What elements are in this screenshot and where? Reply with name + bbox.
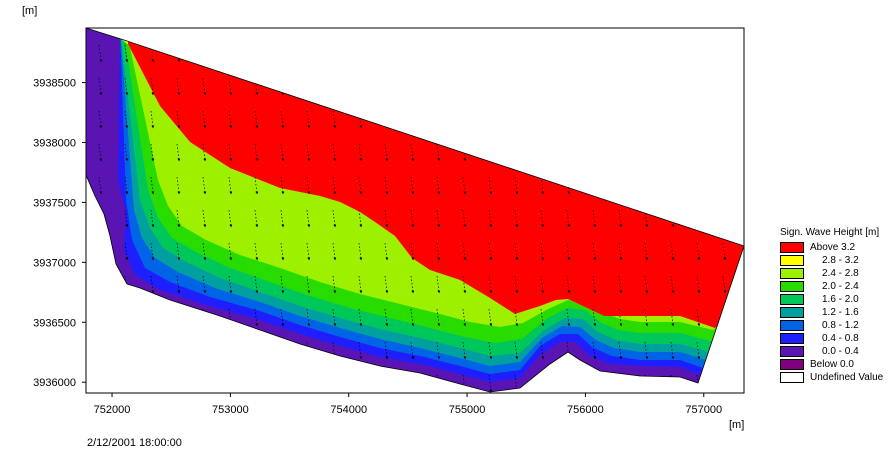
x-tick-label: 755000	[449, 404, 486, 416]
y-tick-label: 3936000	[33, 377, 76, 389]
legend-swatch	[780, 346, 804, 357]
x-tick-label: 754000	[330, 404, 367, 416]
y-tick-label: 3938500	[33, 78, 76, 90]
legend-label: 0.4 - 0.8	[822, 333, 859, 344]
wave-height-bands	[86, 28, 744, 392]
legend-swatch	[780, 359, 804, 370]
legend: Sign. Wave Height [m] Above 3.2 2.8 - 3.2…	[780, 227, 883, 384]
legend-label: 0.0 - 0.4	[822, 346, 859, 357]
legend-label: 2.4 - 2.8	[822, 268, 859, 279]
legend-label: 1.2 - 1.6	[822, 307, 859, 318]
x-axis-unit: [m]	[729, 419, 745, 431]
legend-entry: 2.0 - 2.4	[780, 280, 883, 293]
legend-label: 0.8 - 1.2	[822, 320, 859, 331]
legend-entry: Above 3.2	[780, 241, 883, 254]
legend-entry: 1.2 - 1.6	[780, 306, 883, 319]
legend-label: 2.8 - 3.2	[822, 255, 859, 266]
legend-entry: 2.8 - 3.2	[780, 254, 883, 267]
legend-swatch	[780, 255, 804, 266]
x-tick-label: 757000	[685, 404, 722, 416]
plot-frame	[85, 27, 745, 394]
legend-swatch	[780, 307, 804, 318]
legend-entry: 0.4 - 0.8	[780, 332, 883, 345]
legend-entry: 0.8 - 1.2	[780, 319, 883, 332]
x-tick-label: 756000	[567, 404, 604, 416]
legend-entry: 2.4 - 2.8	[780, 267, 883, 280]
legend-swatch	[780, 242, 804, 253]
y-tick-label: 3936500	[33, 317, 76, 329]
legend-entry: 0.0 - 0.4	[780, 345, 883, 358]
legend-swatch	[780, 333, 804, 344]
legend-swatch	[780, 320, 804, 331]
timestamp: 2/12/2001 18:00:00	[87, 437, 182, 449]
legend-swatch	[780, 294, 804, 305]
x-tick-label: 752000	[94, 404, 131, 416]
legend-entry: Below 0.0	[780, 358, 883, 371]
legend-label: 1.6 - 2.0	[822, 294, 859, 305]
y-tick-label: 3938000	[33, 137, 76, 149]
y-tick-label: 3937500	[33, 197, 76, 209]
y-tick-label: 3937000	[33, 257, 76, 269]
legend-entry: Undefined Value	[780, 371, 883, 384]
legend-label: Below 0.0	[810, 359, 854, 370]
legend-swatch	[780, 372, 804, 383]
legend-swatch	[780, 281, 804, 292]
legend-title: Sign. Wave Height [m]	[780, 227, 880, 238]
legend-label: Undefined Value	[810, 372, 884, 383]
legend-entry: 1.6 - 2.0	[780, 293, 883, 306]
legend-label: Above 3.2	[810, 242, 856, 253]
y-axis-unit: [m]	[22, 5, 38, 17]
domain-outline	[85, 27, 745, 393]
legend-swatch	[780, 268, 804, 279]
x-tick-label: 753000	[212, 404, 249, 416]
legend-label: 2.0 - 2.4	[822, 281, 859, 292]
